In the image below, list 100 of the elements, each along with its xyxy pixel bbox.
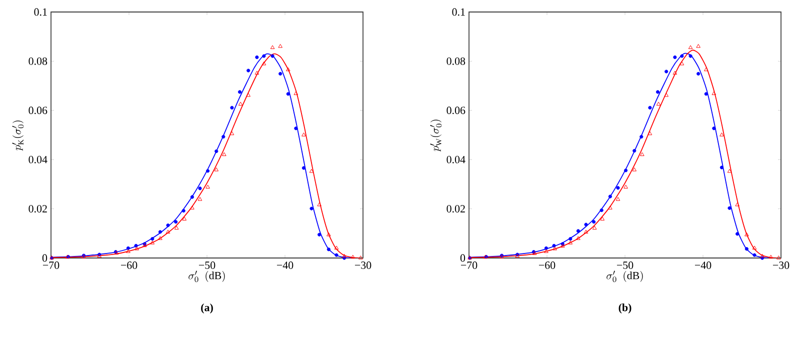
point [704, 92, 708, 96]
point [552, 246, 557, 250]
point [664, 70, 668, 74]
x-tick-label: −60 [120, 262, 138, 269]
point [302, 166, 306, 170]
point [222, 152, 226, 156]
point [255, 55, 259, 60]
point [198, 197, 202, 201]
point [150, 240, 155, 244]
y-tick-label: 0.08 [28, 57, 48, 65]
point [672, 70, 678, 75]
point [720, 166, 724, 170]
point [270, 54, 274, 58]
point [696, 72, 700, 76]
point [680, 61, 684, 66]
point [752, 253, 756, 257]
point [736, 232, 740, 236]
point [576, 229, 580, 233]
point [238, 102, 243, 106]
point [342, 254, 346, 258]
point [720, 132, 724, 136]
point [600, 208, 604, 212]
point [238, 90, 242, 94]
point [134, 246, 139, 250]
x-tick-label: −50 [616, 262, 634, 269]
point [222, 134, 226, 139]
point [632, 167, 637, 172]
point [334, 253, 338, 257]
point [673, 55, 677, 60]
x-tick-label: −70 [42, 262, 60, 269]
point [126, 249, 130, 253]
point [544, 249, 548, 253]
point [656, 102, 661, 106]
point [728, 206, 732, 210]
point [688, 54, 692, 58]
point [712, 91, 716, 96]
point [198, 186, 202, 190]
point [624, 184, 628, 188]
point [704, 67, 708, 72]
point [640, 134, 644, 139]
point [230, 131, 234, 136]
point [246, 68, 250, 72]
point [206, 184, 210, 188]
text: (a) [201, 304, 213, 314]
point [568, 237, 572, 241]
point [616, 186, 620, 190]
point [158, 230, 162, 234]
point [158, 236, 162, 240]
point [648, 106, 652, 110]
point [166, 223, 170, 228]
point [656, 90, 660, 94]
point [664, 92, 668, 97]
point [254, 70, 260, 75]
point [326, 232, 331, 236]
x-tick-label: −40 [276, 262, 294, 269]
point [727, 168, 732, 173]
y-tick-label: 0.06 [446, 106, 466, 114]
point [744, 232, 749, 236]
y-tick-label: 0 [42, 254, 48, 262]
x-axis-title: $\sigma'_0\ \ (\mathrm{dB})$ [606, 270, 643, 282]
point [278, 44, 282, 48]
x-tick-label: −60 [538, 262, 556, 269]
point [334, 246, 339, 250]
point [640, 152, 644, 156]
point [302, 132, 306, 136]
point [174, 220, 178, 224]
point [584, 230, 588, 234]
point [648, 131, 652, 136]
point [206, 169, 210, 173]
point [166, 230, 170, 234]
point [358, 256, 363, 260]
point [262, 61, 266, 66]
point [286, 67, 290, 72]
point [214, 167, 219, 172]
point [270, 45, 275, 50]
point [735, 202, 740, 206]
y-tick-label: 0.04 [446, 156, 466, 164]
point [752, 246, 757, 250]
point [584, 222, 588, 226]
point [592, 226, 597, 230]
x-axis-title: $\sigma'_0\ \ (\mathrm{dB})$ [188, 270, 225, 282]
y-tick-label: 0 [460, 254, 466, 262]
point [576, 236, 580, 240]
point [326, 248, 330, 252]
x-tick-label: −70 [460, 262, 478, 269]
point [318, 232, 322, 236]
point [190, 195, 194, 199]
y-tick-label: 0.02 [446, 205, 465, 213]
point [286, 92, 290, 96]
point [294, 91, 298, 96]
point [712, 126, 716, 130]
point [182, 216, 187, 220]
y-tick-label: 0.1 [452, 8, 465, 16]
y-tick-label: 0.1 [34, 8, 47, 16]
point [174, 226, 179, 230]
point [278, 72, 282, 76]
point [768, 254, 774, 259]
y-axis-title: $p'_{\mathrm{K}}(\sigma'_0)$ [12, 120, 24, 151]
x-tick-label: −40 [694, 262, 712, 269]
point [294, 126, 298, 130]
